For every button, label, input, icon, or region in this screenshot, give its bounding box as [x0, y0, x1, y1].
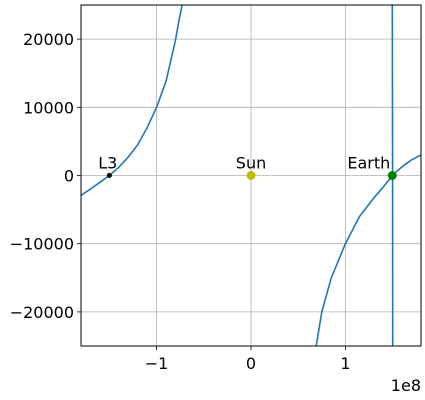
x-tick-label: −1	[145, 354, 169, 373]
l3-point	[106, 173, 112, 178]
series-line-2	[315, 174, 394, 346]
y-tick-label: 20000	[23, 30, 74, 49]
y-tick-label: 0	[64, 167, 74, 186]
earth-point	[387, 171, 397, 180]
sun-label: Sun	[236, 154, 266, 173]
y-tick-label: 10000	[23, 98, 74, 117]
x-tick-label: 1	[340, 354, 350, 373]
x-axis-offset-label: 1e8	[391, 376, 421, 395]
series-line-1	[81, 5, 183, 196]
x-tick-label: 0	[246, 354, 256, 373]
axis-ticks: −1 0 1 20000 10000 0 −10000 −20000	[10, 30, 351, 373]
sun-point	[246, 171, 256, 180]
series-line-4	[392, 154, 421, 177]
plot-area: L3 Sun Earth	[81, 5, 421, 346]
earth-label: Earth	[347, 154, 390, 173]
y-tick-label: −20000	[10, 303, 74, 322]
y-tick-label: −10000	[10, 235, 74, 254]
l3-label: L3	[98, 154, 117, 173]
